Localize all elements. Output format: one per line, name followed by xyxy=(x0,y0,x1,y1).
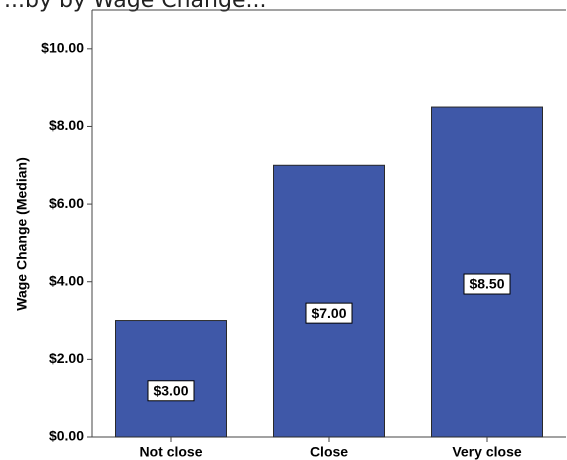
data-label-box xyxy=(305,302,353,324)
bars: $3.00 $7.00 $8.50 xyxy=(115,106,543,438)
data-label-box xyxy=(463,273,511,295)
y-tick-label: $10.00 xyxy=(41,40,84,56)
data-label: $8.50 xyxy=(469,276,504,292)
y-tick-label: $2.00 xyxy=(49,350,84,366)
y-axis-label: Wage Change (Median) xyxy=(14,157,30,311)
x-tick-label: Close xyxy=(310,444,348,460)
data-label: $7.00 xyxy=(311,305,346,321)
y-tick-label: $0.00 xyxy=(49,428,84,444)
bar xyxy=(273,164,385,438)
y-tick-label: $6.00 xyxy=(49,195,84,211)
bar xyxy=(115,320,227,438)
y-tick-label: $4.00 xyxy=(49,272,84,288)
x-tick-label: Very close xyxy=(452,444,521,460)
y-tick-label: $8.00 xyxy=(49,117,84,133)
data-label-box xyxy=(147,380,195,402)
x-tick-label: Not close xyxy=(139,444,202,460)
y-axis-ticks: $0.00 $2.00 $4.00 $6.00 $8.00 $10.00 xyxy=(41,40,92,444)
x-axis-ticks: Not close Close Very close xyxy=(139,437,522,460)
bar xyxy=(431,106,543,438)
data-label: $3.00 xyxy=(153,382,188,398)
